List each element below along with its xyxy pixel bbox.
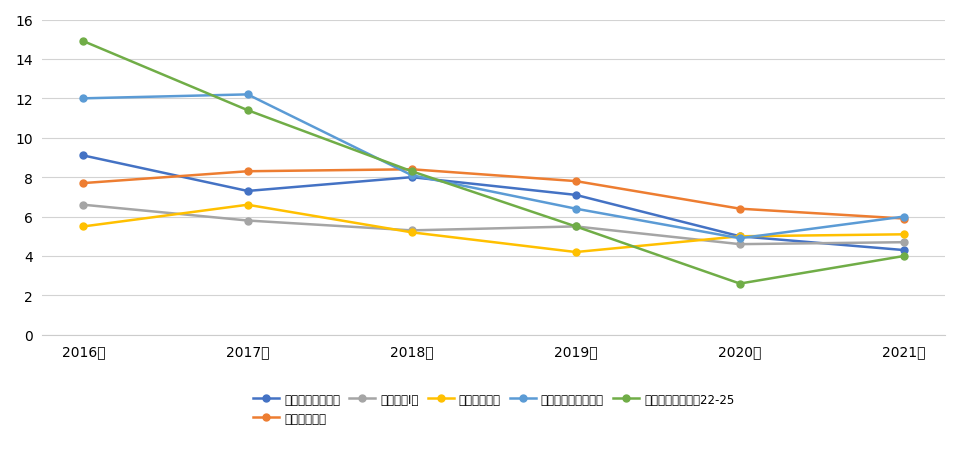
大阪市　事務行政22-25 <box>734 281 746 287</box>
大阪市　事務行政22-25 <box>899 254 910 259</box>
仙台市　事務 <box>242 169 253 175</box>
特別区　Ⅰ類 <box>406 228 418 234</box>
札幌市　一般事務 <box>734 234 746 239</box>
仙台市　事務 <box>899 216 910 222</box>
札幌市　一般事務 <box>242 188 253 194</box>
仙台市　事務 <box>78 181 89 187</box>
大阪市　事務行政22-25 <box>242 108 253 114</box>
Line: 大阪市　事務行政22-25: 大阪市 事務行政22-25 <box>80 39 907 288</box>
Line: 仙台市　事務: 仙台市 事務 <box>80 167 907 223</box>
名古屋市　行政一般 <box>242 92 253 98</box>
横浜市　事務 <box>406 230 418 236</box>
Line: 札幌市　一般事務: 札幌市 一般事務 <box>80 153 907 254</box>
仙台市　事務 <box>406 167 418 173</box>
特別区　Ⅰ類 <box>734 242 746 248</box>
大阪市　事務行政22-25 <box>570 224 582 230</box>
横浜市　事務 <box>570 249 582 255</box>
特別区　Ⅰ類 <box>570 224 582 230</box>
横浜市　事務 <box>242 202 253 208</box>
札幌市　一般事務 <box>406 175 418 180</box>
特別区　Ⅰ類 <box>78 202 89 208</box>
名古屋市　行政一般 <box>78 96 89 102</box>
Line: 特別区　Ⅰ類: 特別区 Ⅰ類 <box>80 202 907 248</box>
名古屋市　行政一般 <box>406 173 418 178</box>
特別区　Ⅰ類 <box>242 218 253 224</box>
札幌市　一般事務 <box>899 248 910 253</box>
仙台市　事務 <box>570 179 582 185</box>
Legend: 札幌市　一般事務, 仙台市　事務, 特別区　Ⅰ類, 横浜市　事務, 名古屋市　行政一般, 大阪市　事務行政22-25: 札幌市 一般事務, 仙台市 事務, 特別区 Ⅰ類, 横浜市 事務, 名古屋市 行… <box>249 388 739 429</box>
大阪市　事務行政22-25 <box>406 169 418 175</box>
横浜市　事務 <box>78 224 89 230</box>
名古屋市　行政一般 <box>899 214 910 220</box>
仙台市　事務 <box>734 207 746 212</box>
Line: 名古屋市　行政一般: 名古屋市 行政一般 <box>80 92 907 242</box>
横浜市　事務 <box>734 234 746 239</box>
特別区　Ⅰ類 <box>899 240 910 246</box>
名古屋市　行政一般 <box>570 207 582 212</box>
Line: 横浜市　事務: 横浜市 事務 <box>80 202 907 256</box>
大阪市　事務行政22-25 <box>78 39 89 45</box>
名古屋市　行政一般 <box>734 236 746 242</box>
札幌市　一般事務 <box>570 193 582 198</box>
札幌市　一般事務 <box>78 153 89 159</box>
横浜市　事務 <box>899 232 910 238</box>
